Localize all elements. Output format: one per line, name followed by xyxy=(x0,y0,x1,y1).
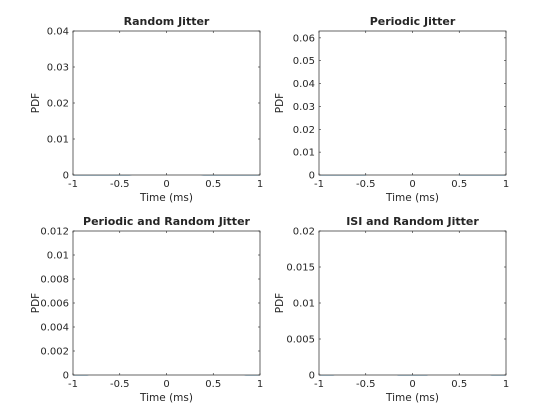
x-tick-label: 0.5 xyxy=(451,179,467,190)
x-axis-label: Time (ms) xyxy=(385,392,439,404)
y-tick-label: 0.006 xyxy=(40,299,69,310)
y-tick-label: 0.06 xyxy=(293,33,315,44)
y-axis-label: PDF xyxy=(30,93,42,113)
x-tick-label: 0 xyxy=(163,179,169,190)
y-tick-label: 0.004 xyxy=(40,323,69,334)
y-tick-label: 0.04 xyxy=(293,79,315,90)
x-tick-label: -1 xyxy=(314,379,324,390)
x-tick-label: -0.5 xyxy=(110,379,130,390)
y-tick-label: 0.04 xyxy=(47,27,69,38)
axes-box xyxy=(72,30,261,176)
y-axis-label: PDF xyxy=(274,93,286,113)
x-tick-label: 1 xyxy=(503,179,509,190)
y-tick-label: 0.01 xyxy=(293,148,315,159)
y-tick-label: 0.01 xyxy=(47,135,69,146)
chart-title: Periodic and Random Jitter xyxy=(83,215,251,228)
x-tick-label: -1 xyxy=(68,379,78,390)
y-tick-label: 0.01 xyxy=(47,251,69,262)
subplot-2: -1 -0.5 0 0.5 1 0 0.01 0.02 0.03 0.04 0.05 0.06 Peri… xyxy=(274,15,509,204)
x-tick-label: 1 xyxy=(503,379,509,390)
y-tick-label: 0 xyxy=(63,371,69,382)
y-tick-label: 0 xyxy=(63,171,69,182)
x-tick-label: 0 xyxy=(409,179,415,190)
y-tick-label: 0.015 xyxy=(286,263,315,274)
y-tick-label: 0.01 xyxy=(293,299,315,310)
x-tick-label: 1 xyxy=(257,179,263,190)
subplot-1: -1 -0.5 0 0.5 1 0 0.01 0.02 0.03 0.04 Random Jitte… xyxy=(30,15,263,204)
y-tick-label: 0.02 xyxy=(293,125,315,136)
y-axis-label: PDF xyxy=(274,293,286,313)
axes-box xyxy=(318,230,507,376)
y-tick-label: 0.002 xyxy=(40,347,69,358)
y-tick-label: 0.02 xyxy=(47,99,69,110)
subplot-4: -1 -0.5 0 0.5 1 0 0.005 0.01 0.015 0.02 ISI and Ra… xyxy=(274,215,509,404)
y-tick-label: 0 xyxy=(309,371,315,382)
x-axis-label: Time (ms) xyxy=(139,392,193,404)
y-tick-label: 0 xyxy=(309,171,315,182)
x-tick-label: -0.5 xyxy=(356,179,376,190)
x-tick-label: 0.5 xyxy=(205,379,221,390)
x-axis-label: Time (ms) xyxy=(139,192,193,204)
y-tick-label: 0.008 xyxy=(40,275,69,286)
axes-box xyxy=(72,230,261,376)
x-axis-label: Time (ms) xyxy=(385,192,439,204)
y-tick-label: 0.02 xyxy=(293,227,315,238)
x-tick-label: -0.5 xyxy=(356,379,376,390)
x-tick-label: 1 xyxy=(257,379,263,390)
x-tick-label: 0.5 xyxy=(205,179,221,190)
subplot-3: -1 -0.5 0 0.5 1 0 0.002 0.004 0.006 0.008 0.01 0.01… xyxy=(30,215,263,404)
y-tick-label: 0.03 xyxy=(293,102,315,113)
chart-title: Periodic Jitter xyxy=(370,15,456,28)
x-tick-label: -1 xyxy=(68,179,78,190)
x-tick-label: 0 xyxy=(163,379,169,390)
y-tick-label: 0.05 xyxy=(293,56,315,67)
y-tick-label: 0.03 xyxy=(47,63,69,74)
x-tick-label: -1 xyxy=(314,179,324,190)
y-tick-label: 0.012 xyxy=(40,227,69,238)
x-tick-label: 0.5 xyxy=(451,379,467,390)
chart-title: Random Jitter xyxy=(124,15,210,28)
y-tick-label: 0.005 xyxy=(286,335,315,346)
x-tick-label: 0 xyxy=(409,379,415,390)
chart-title: ISI and Random Jitter xyxy=(346,215,479,228)
x-tick-label: -0.5 xyxy=(110,179,130,190)
axes-box xyxy=(318,30,507,176)
y-axis-label: PDF xyxy=(30,293,42,313)
